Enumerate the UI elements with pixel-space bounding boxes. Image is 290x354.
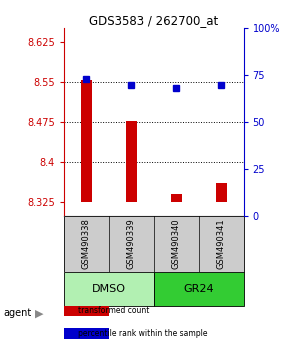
Text: transformed count: transformed count [78, 306, 150, 315]
Text: GSM490341: GSM490341 [217, 218, 226, 269]
Text: ▶: ▶ [35, 308, 44, 318]
Bar [171, 194, 182, 202]
Text: GR24: GR24 [183, 284, 214, 294]
Text: GSM490339: GSM490339 [127, 218, 136, 269]
Bar [154, 272, 244, 306]
Bar [126, 121, 137, 202]
Bar [215, 183, 227, 202]
Text: percentile rank within the sample: percentile rank within the sample [78, 329, 208, 338]
Text: GSM490340: GSM490340 [172, 218, 181, 269]
Text: agent: agent [3, 308, 31, 318]
Bar [81, 80, 92, 202]
Text: GSM490338: GSM490338 [82, 218, 91, 269]
Title: GDS3583 / 262700_at: GDS3583 / 262700_at [89, 14, 218, 27]
Bar [64, 272, 154, 306]
Bar [64, 329, 109, 339]
Bar [64, 306, 109, 316]
Text: DMSO: DMSO [92, 284, 126, 294]
